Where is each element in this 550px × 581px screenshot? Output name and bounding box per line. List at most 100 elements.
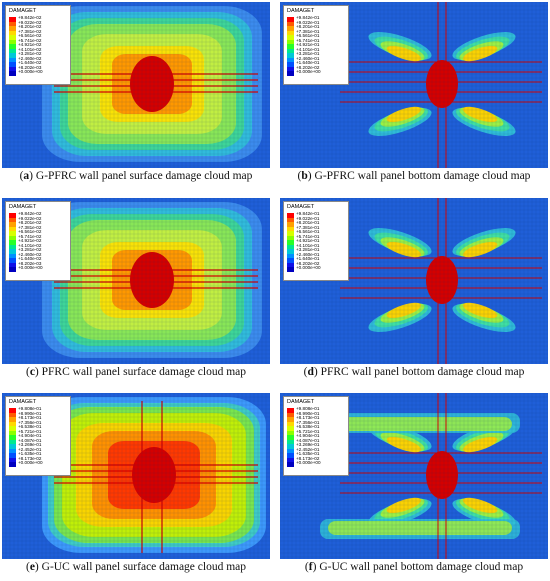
legend-swatch bbox=[9, 30, 16, 35]
damage-cloud-map: DAMAGET +9.842e-02 +9.022e-02 +8.201e-02 +7.… bbox=[2, 2, 270, 168]
legend-value: +2.460e-02 bbox=[18, 55, 42, 61]
legend-swatch bbox=[287, 71, 294, 76]
legend-value: +0.000e+00 bbox=[296, 69, 321, 74]
legend-swatch bbox=[287, 226, 294, 231]
contour-plot bbox=[2, 2, 270, 168]
legend-value: +9.022e-02 bbox=[18, 19, 42, 25]
legend-swatch bbox=[287, 235, 294, 240]
legend-swatch bbox=[287, 48, 294, 53]
panel-caption: (a) G-PFRC wall panel surface damage clo… bbox=[19, 170, 253, 182]
legend-value: +6.561e-01 bbox=[296, 229, 320, 234]
legend-value: +5.721e-01 bbox=[18, 428, 42, 434]
legend-swatch bbox=[287, 417, 294, 422]
legend-swatch bbox=[287, 421, 294, 426]
legend-value: +9.808e-01 bbox=[18, 406, 42, 411]
legend-value: +3.281e-02 bbox=[18, 51, 42, 56]
legend-title: DAMAGET bbox=[9, 399, 37, 405]
legend-value: +4.904e-01 bbox=[296, 433, 320, 438]
panel-caption: (e) G-UC wall panel surface damage cloud… bbox=[25, 561, 247, 573]
legend-value: +2.460e-01 bbox=[296, 251, 320, 257]
legend-value: +6.538e-01 bbox=[296, 424, 320, 429]
legend-swatch bbox=[9, 448, 16, 453]
legend-swatch bbox=[287, 462, 294, 467]
legend-title: DAMAGET bbox=[9, 8, 37, 14]
legend-value: +8.202e-02 bbox=[296, 260, 320, 266]
legend-swatch bbox=[9, 35, 16, 40]
legend-swatch bbox=[9, 421, 16, 426]
legend-swatch bbox=[9, 71, 16, 76]
legend-labels: +9.842e-01 +9.022e-01 +8.201e-01 +7.381e-01… bbox=[296, 211, 321, 271]
legend-swatch bbox=[287, 217, 294, 222]
legend-swatch bbox=[287, 430, 294, 435]
damage-cloud-map: DAMAGET +9.808e-01 +8.990e-01 +8.173e-01 +7.… bbox=[280, 393, 548, 559]
legend-swatch bbox=[9, 408, 16, 413]
legend-swatch bbox=[9, 453, 16, 458]
legend-swatch bbox=[9, 258, 16, 263]
legend-swatch bbox=[9, 262, 16, 267]
legend-swatch bbox=[287, 44, 294, 49]
caption-letter: e bbox=[29, 561, 35, 573]
legend-swatch bbox=[9, 444, 16, 449]
legend-value: +8.173e-01 bbox=[296, 415, 320, 420]
caption-text: G-UC wall panel bottom damage cloud map bbox=[316, 561, 524, 573]
legend-swatch bbox=[287, 66, 294, 71]
legend-value: +9.022e-02 bbox=[18, 215, 42, 221]
legend-labels: +9.842e-02 +9.022e-02 +8.201e-02 +7.381e-02… bbox=[18, 211, 43, 271]
legend-value: +8.990e-01 bbox=[296, 410, 320, 416]
legend-value: +3.269e-01 bbox=[18, 442, 42, 447]
legend-value: +4.087e-01 bbox=[296, 437, 320, 443]
legend-value: +2.460e-01 bbox=[296, 55, 320, 61]
legend-title: DAMAGET bbox=[9, 204, 37, 210]
legend-value: +2.452e-01 bbox=[296, 446, 320, 452]
legend-labels: +9.842e-01 +9.022e-01 +8.201e-01 +7.381e-01… bbox=[296, 15, 321, 75]
legend-swatch bbox=[9, 244, 16, 249]
legend-swatch bbox=[287, 448, 294, 453]
legend-value: +0.000e+00 bbox=[18, 69, 43, 74]
legend-value: +4.101e-01 bbox=[296, 242, 320, 248]
legend-swatch bbox=[9, 231, 16, 236]
legend-swatch bbox=[9, 435, 16, 440]
legend-value: +1.640e-02 bbox=[18, 256, 42, 261]
legend-value: +1.640e-01 bbox=[296, 256, 320, 261]
damage-cloud-map: DAMAGET +9.808e-01 +8.990e-01 +8.173e-01 +7.… bbox=[2, 393, 270, 559]
legend-swatch bbox=[287, 262, 294, 267]
legend-value: +8.990e-01 bbox=[18, 410, 42, 416]
panel-b: DAMAGET +9.842e-01 +9.022e-01 +8.201e-01 +7.… bbox=[280, 2, 548, 190]
legend-swatch bbox=[9, 213, 16, 218]
legend-swatch bbox=[287, 258, 294, 263]
color-legend: DAMAGET +9.842e-01 +9.022e-01 +8.201e-01 +7.… bbox=[283, 201, 349, 281]
legend-swatch bbox=[9, 39, 16, 44]
legend-value: +4.921e-02 bbox=[18, 238, 42, 243]
legend-value: +0.000e+00 bbox=[296, 460, 321, 465]
legend-swatch bbox=[287, 253, 294, 258]
legend-value: +8.201e-01 bbox=[296, 220, 320, 225]
legend-swatch bbox=[287, 249, 294, 254]
legend-swatch bbox=[287, 53, 294, 58]
caption-letter: f bbox=[308, 561, 313, 573]
legend-swatch bbox=[9, 226, 16, 231]
legend-value: +7.356e-01 bbox=[296, 419, 320, 425]
legend-swatches bbox=[287, 213, 294, 276]
legend-title: DAMAGET bbox=[287, 204, 315, 210]
legend-value: +0.000e+00 bbox=[18, 460, 43, 465]
legend-value: +9.842e-02 bbox=[18, 15, 42, 20]
legend-swatches bbox=[9, 213, 16, 276]
legend-value: +8.173e-02 bbox=[296, 455, 320, 461]
caption-text: G-UC wall panel surface damage cloud map bbox=[38, 561, 247, 573]
legend-value: +3.281e-01 bbox=[296, 51, 320, 56]
legend-value: +2.452e-01 bbox=[18, 446, 42, 452]
legend-swatch bbox=[287, 26, 294, 31]
color-legend: DAMAGET +9.842e-02 +9.022e-02 +8.201e-02 +7.… bbox=[5, 5, 71, 85]
legend-value: +8.173e-01 bbox=[18, 415, 42, 420]
legend-value: +9.022e-01 bbox=[296, 19, 320, 25]
legend-value: +4.921e-02 bbox=[18, 42, 42, 47]
legend-swatch bbox=[9, 240, 16, 245]
legend-value: +2.460e-02 bbox=[18, 251, 42, 257]
legend-value: +0.000e+00 bbox=[18, 265, 43, 270]
contour-plot bbox=[2, 393, 270, 559]
damage-cloud-map: DAMAGET +9.842e-01 +9.022e-01 +8.201e-01 +7.… bbox=[280, 198, 548, 364]
legend-swatch bbox=[287, 231, 294, 236]
caption-letter: a bbox=[23, 170, 30, 182]
legend-value: +3.281e-02 bbox=[18, 247, 42, 252]
color-legend: DAMAGET +9.842e-02 +9.022e-02 +8.201e-02 +7.… bbox=[5, 201, 71, 281]
